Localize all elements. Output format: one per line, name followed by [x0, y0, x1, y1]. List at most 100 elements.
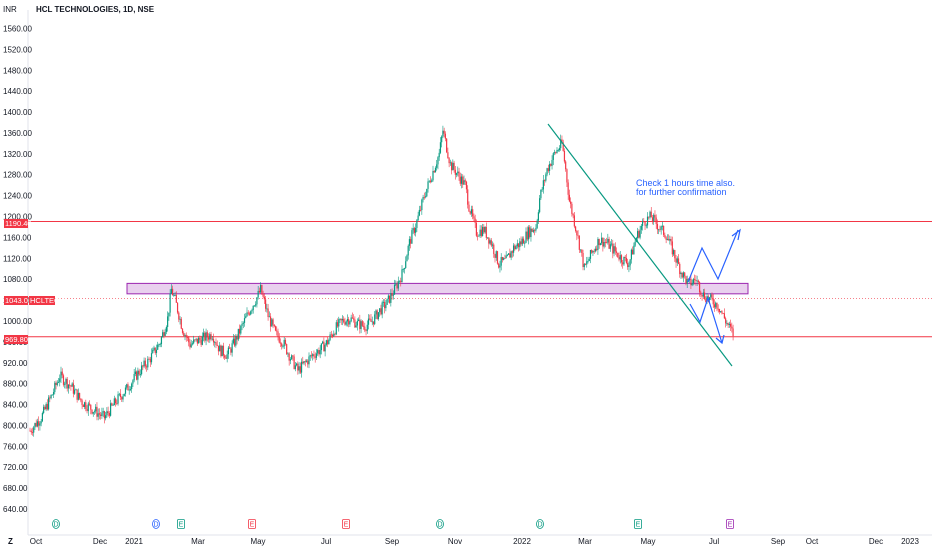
candle — [578, 235, 580, 254]
candle — [410, 236, 412, 249]
candle — [353, 314, 355, 323]
candle-body — [320, 343, 322, 351]
candle-body — [527, 227, 530, 240]
candle — [713, 299, 716, 312]
candle — [529, 225, 531, 239]
event-marker[interactable]: D — [152, 519, 160, 529]
candle — [211, 336, 213, 341]
event-marker[interactable]: E — [342, 519, 350, 529]
candle-body — [614, 246, 616, 252]
candle-body — [592, 251, 594, 253]
candle-body — [170, 288, 172, 294]
event-marker[interactable]: D — [436, 519, 444, 529]
svg-text:1190.40: 1190.40 — [5, 219, 32, 228]
event-marker[interactable]: E — [248, 519, 256, 529]
candle-body — [519, 241, 521, 248]
candle — [49, 395, 51, 403]
candle-body — [194, 339, 196, 341]
candle — [34, 422, 36, 430]
candle-body — [266, 308, 268, 310]
candle — [579, 249, 582, 253]
event-marker[interactable]: D — [536, 519, 544, 529]
candle-body — [88, 403, 91, 405]
tradingview-logo-icon[interactable]: Z — [8, 537, 13, 546]
candle-body — [656, 223, 659, 230]
candle — [422, 194, 424, 203]
candle-body — [628, 265, 630, 268]
candle-body — [189, 342, 191, 348]
candle-body — [541, 189, 543, 191]
candle — [67, 384, 70, 394]
candle-body — [493, 244, 495, 255]
candle — [200, 335, 202, 348]
candle — [88, 400, 91, 407]
candle — [723, 308, 725, 320]
candle — [591, 249, 593, 254]
candle-body — [31, 432, 34, 433]
candle — [421, 198, 423, 215]
candle — [224, 354, 226, 361]
candle-body — [482, 226, 484, 236]
x-tick-label: Mar — [578, 537, 592, 546]
event-marker[interactable]: E — [726, 519, 734, 529]
candle-body — [210, 334, 212, 340]
candle — [100, 412, 102, 420]
candle — [710, 292, 712, 300]
candle-body — [69, 384, 71, 386]
candle-body — [648, 216, 650, 218]
candle-body — [205, 332, 207, 341]
candle — [576, 230, 578, 241]
candle-body — [247, 312, 249, 314]
candle-body — [413, 228, 415, 233]
event-marker[interactable]: D — [52, 519, 60, 529]
candle-body — [593, 251, 595, 252]
candle-body — [677, 258, 680, 264]
candle — [76, 389, 78, 403]
candle-body — [372, 321, 375, 325]
candle-body — [86, 409, 88, 412]
candle — [203, 328, 205, 342]
candle — [610, 239, 613, 247]
event-marker[interactable]: E — [177, 519, 185, 529]
candle — [307, 359, 309, 368]
candle — [519, 238, 521, 251]
candle-body — [61, 371, 63, 376]
candle — [485, 222, 487, 241]
candle-body — [278, 336, 280, 343]
candle — [680, 271, 682, 279]
price-axis[interactable]: 1560.00 1520.00 1480.00 1440.00 1400.00 1360.… — [3, 25, 32, 515]
time-axis[interactable]: Oct Dec 2021 Mar May Jul Sep Nov 2022 Mar May Jul Se… — [30, 537, 920, 546]
candle — [536, 218, 538, 229]
candle-body — [686, 278, 688, 284]
candle — [651, 215, 654, 225]
candle — [658, 228, 660, 235]
candle-body — [186, 337, 189, 338]
candle — [234, 335, 236, 348]
candle-body — [323, 341, 325, 352]
candle — [650, 207, 652, 218]
candle — [101, 407, 103, 419]
candle-body — [395, 284, 397, 286]
candle-body — [43, 406, 45, 414]
candle — [144, 357, 146, 370]
event-marker[interactable]: E — [634, 519, 642, 529]
candle-body — [57, 381, 60, 383]
candle — [443, 127, 445, 138]
candle-body — [596, 248, 598, 251]
candle-body — [390, 293, 392, 303]
candle — [196, 338, 198, 346]
candle-body — [92, 412, 94, 414]
candle-body — [149, 358, 151, 363]
candle-body — [661, 225, 663, 227]
candle-body — [444, 133, 446, 139]
candle-body — [432, 170, 434, 181]
candle — [153, 345, 155, 352]
candle — [236, 334, 238, 345]
candle-body — [328, 339, 330, 345]
candle-body — [70, 385, 72, 387]
candle-body — [154, 347, 156, 353]
candle-body — [441, 136, 443, 143]
candle — [641, 218, 644, 231]
